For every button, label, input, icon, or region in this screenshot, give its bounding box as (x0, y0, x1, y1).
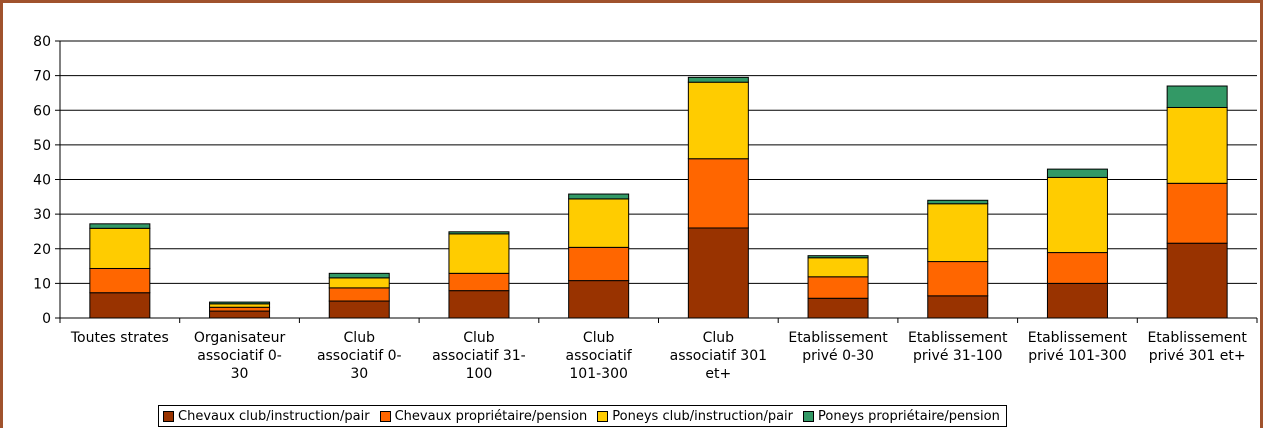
x-tick-label: privé 301 et+ (1149, 348, 1246, 364)
bar-segment (328, 300, 390, 319)
x-tick-label: privé 0-30 (802, 348, 874, 364)
legend-label: Poneys propriétaire/pension (818, 408, 1000, 424)
x-tick-label: Club (583, 330, 615, 346)
legend-item: Poneys propriétaire/pension (803, 409, 1000, 424)
bar-segment (328, 287, 390, 302)
legend-label: Chevaux club/instruction/pair (178, 408, 370, 424)
legend-label: Poneys club/instruction/pair (612, 408, 794, 424)
legend-item: Chevaux propriétaire/pension (379, 408, 588, 424)
x-tick-label: Etablissement (1028, 330, 1128, 346)
bar-segment (89, 292, 151, 319)
x-tick-label: 101-300 (569, 366, 628, 382)
x-tick-label: Etablissement (908, 330, 1008, 346)
bar-segment (1046, 168, 1108, 178)
bar-segment (687, 81, 749, 160)
bars (89, 76, 1228, 319)
x-tick-label: Club (703, 330, 735, 346)
y-axis-labels: 0 10 20 30 40 50 60 70 80 (33, 34, 51, 327)
y-tick-label: 10 (33, 276, 51, 292)
bar-segment (687, 227, 749, 319)
bar-segment (209, 306, 271, 312)
bar-segment (807, 257, 869, 278)
x-tick-label: Etablissement (1147, 330, 1247, 346)
x-tick-label: Organisateur (194, 330, 286, 346)
bar-segment (1166, 106, 1228, 184)
bar-segment (209, 310, 271, 319)
bar-segment (89, 267, 151, 294)
bar-segment (807, 255, 869, 259)
bar-segment (1166, 242, 1228, 319)
bar-segment (1166, 85, 1228, 108)
x-tick-label: associatif 0- (317, 348, 402, 364)
bar-segment (568, 246, 630, 282)
x-tick-label: 100 (466, 366, 493, 382)
bar-segment (448, 272, 510, 292)
x-tick-label: associatif (566, 348, 633, 364)
bar-segment (89, 223, 151, 229)
bar-segment (807, 276, 869, 299)
bar-segment (568, 280, 630, 319)
x-tick-label: Club (344, 330, 376, 346)
y-tick-label: 0 (42, 311, 51, 327)
gridlines (55, 40, 1257, 319)
x-tick-label: 30 (231, 366, 249, 382)
bar-segment (448, 290, 510, 319)
x-tick-label: et+ (705, 366, 731, 382)
x-tick-label: privé 31-100 (913, 348, 1002, 364)
bar-segment (927, 295, 989, 319)
stacked-bar-chart: 0 10 20 30 40 50 60 70 80 Toutes strates Organisa… (33, 34, 1258, 382)
bar-segment (448, 233, 510, 274)
x-tick-label: 30 (350, 366, 368, 382)
y-tick-label: 80 (33, 34, 51, 50)
bar-segment (1046, 176, 1108, 254)
legend-label: Chevaux propriétaire/pension (394, 408, 588, 424)
bar-segment (568, 198, 630, 248)
y-tick-label: 70 (33, 69, 51, 85)
bar-segment (1166, 182, 1228, 244)
legend-item: Poneys club/instruction/pair (597, 409, 793, 424)
legend-swatch (379, 410, 391, 422)
bar-segment (927, 199, 989, 205)
y-tick-label: 20 (33, 242, 51, 258)
bar-segment (927, 203, 989, 263)
bar-segment (448, 231, 510, 235)
x-tick-label: associatif 31- (432, 348, 526, 364)
legend: Chevaux club/instruction/pair Chevaux pro… (158, 405, 1007, 427)
x-tick-label: Toutes strates (70, 330, 169, 346)
bar-segment (927, 261, 989, 297)
legend-item: Chevaux club/instruction/pair (163, 409, 370, 424)
bar-segment (328, 272, 390, 279)
y-tick-label: 40 (33, 173, 51, 189)
bar-segment (209, 303, 271, 308)
axes (59, 41, 1258, 323)
legend-swatch (163, 410, 174, 422)
x-tick-label: associatif 0- (197, 348, 282, 364)
bar-segment (687, 158, 749, 229)
bar-segment (1046, 252, 1108, 284)
bar-segment (328, 277, 390, 289)
x-tick-label: Etablissement (788, 330, 888, 346)
x-axis-labels: Toutes strates Organisateur associatif 0- 3… (70, 330, 1247, 382)
x-tick-label: Club (463, 330, 495, 346)
y-tick-label: 30 (33, 207, 51, 223)
bar-segment (1046, 282, 1108, 319)
y-tick-label: 50 (33, 138, 51, 154)
bar-segment (568, 193, 630, 200)
legend-swatch (597, 410, 609, 422)
y-tick-label: 60 (33, 103, 51, 119)
bar-segment (687, 76, 749, 83)
bar-segment (89, 227, 151, 269)
bar-segment (807, 297, 869, 319)
x-tick-label: privé 101-300 (1028, 348, 1126, 364)
legend-swatch (803, 410, 815, 422)
x-tick-label: associatif 301 (670, 348, 767, 364)
bar-segment (209, 301, 271, 305)
